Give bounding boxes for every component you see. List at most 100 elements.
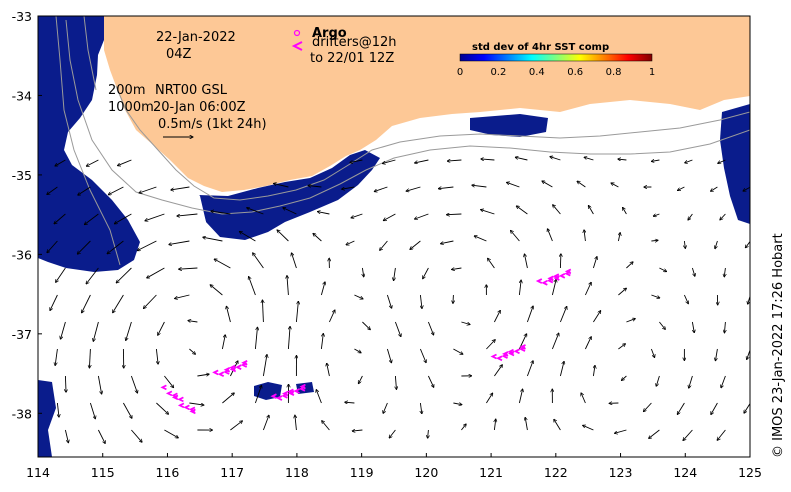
current-vector: [65, 375, 66, 392]
current-vector: [188, 321, 198, 322]
current-vector: [643, 402, 652, 412]
current-vector: [659, 267, 666, 272]
drifter-point: [212, 369, 219, 376]
colorbar-tick-label: 1: [649, 67, 655, 78]
current-vector: [308, 186, 322, 187]
colorbar-title: std dev of 4hr SST comp: [472, 42, 609, 53]
current-vector: [189, 348, 195, 354]
current-vector: [82, 294, 91, 313]
current-vector: [352, 430, 363, 431]
current-vector: [755, 322, 758, 332]
current-vector: [715, 240, 718, 249]
current-vector: [313, 233, 322, 242]
current-vector: [57, 402, 59, 417]
current-vector: [494, 365, 502, 377]
current-vector: [718, 159, 726, 163]
current-vector: [584, 230, 585, 242]
lat-tick-label: -34: [12, 88, 32, 103]
drifter-point: [217, 371, 225, 377]
current-vector: [691, 267, 695, 276]
drifter-point: [165, 390, 173, 397]
current-vector: [547, 229, 553, 242]
current-vector: [320, 333, 323, 350]
current-vector: [254, 385, 261, 404]
current-vector: [123, 402, 132, 418]
current-vector: [230, 421, 242, 431]
current-vector: [711, 402, 718, 415]
current-vector: [744, 402, 750, 413]
current-vector: [472, 185, 487, 188]
current-vector: [494, 310, 500, 323]
current-vector: [453, 348, 463, 354]
current-vector: [197, 374, 209, 377]
current-vector: [581, 393, 586, 404]
current-vector: [724, 267, 725, 277]
current-vector: [137, 240, 157, 251]
drifter-point: [501, 351, 509, 357]
current-vector: [211, 211, 231, 215]
current-vector: [86, 267, 99, 284]
drifter-point: [507, 350, 515, 357]
current-vector: [50, 294, 58, 311]
current-vector: [724, 321, 725, 333]
lat-tick-label: -38: [12, 406, 32, 421]
current-vector: [287, 276, 288, 296]
scale-label: 0.5m/s (1kt 24h): [158, 117, 267, 132]
current-vector: [428, 375, 433, 387]
current-vector: [317, 212, 330, 215]
current-vector: [486, 340, 495, 350]
current-vector: [753, 376, 758, 386]
current-vector: [54, 213, 66, 224]
contour-1000m-label: 1000m: [108, 100, 154, 115]
current-vector: [55, 159, 66, 166]
argo-marker-icon: [293, 29, 301, 37]
current-vector: [249, 276, 256, 296]
current-vector: [362, 267, 363, 277]
current-vector: [295, 301, 298, 323]
drifter-cluster: [490, 344, 526, 362]
current-vector: [346, 240, 355, 245]
drifter-point: [275, 395, 283, 401]
current-vector: [446, 214, 462, 215]
current-vector: [621, 375, 627, 381]
drifter-point: [547, 275, 554, 282]
colorbar-tick-label: 0.4: [529, 67, 545, 78]
current-vector: [77, 240, 91, 254]
drifter-point: [293, 388, 300, 394]
current-vector: [651, 240, 658, 241]
current-vector: [414, 213, 429, 219]
current-vector: [585, 337, 591, 350]
lon-tick-label: 120: [414, 465, 438, 480]
lon-tick-label: 116: [156, 465, 180, 480]
current-vector: [524, 254, 528, 269]
drifter-point: [564, 268, 572, 275]
current-vector: [481, 210, 495, 215]
current-vector: [618, 233, 620, 242]
current-vector: [262, 415, 269, 431]
lon-tick-label: 122: [544, 465, 568, 480]
current-vector: [420, 294, 422, 309]
current-vector: [84, 213, 99, 225]
current-vector: [145, 213, 165, 221]
current-vector: [689, 375, 693, 388]
current-vector: [677, 402, 685, 414]
current-vector: [345, 402, 355, 403]
current-vector: [618, 159, 627, 160]
drifter-point: [519, 344, 526, 350]
sst-mask-east-patch: [470, 114, 548, 137]
current-vector: [86, 159, 99, 166]
current-vector: [410, 240, 421, 249]
current-vector: [577, 181, 586, 188]
current-vector: [383, 402, 388, 413]
current-vector: [89, 348, 90, 368]
current-vector: [386, 294, 391, 308]
current-vector: [559, 361, 564, 377]
contour-200m-label: 200m: [108, 83, 145, 98]
drifter-tracks: [160, 268, 572, 415]
current-vector: [461, 321, 470, 325]
current-vector: [554, 419, 561, 431]
current-vector: [139, 186, 157, 193]
drifter-point: [177, 402, 185, 409]
drifter-cluster: [535, 268, 572, 286]
